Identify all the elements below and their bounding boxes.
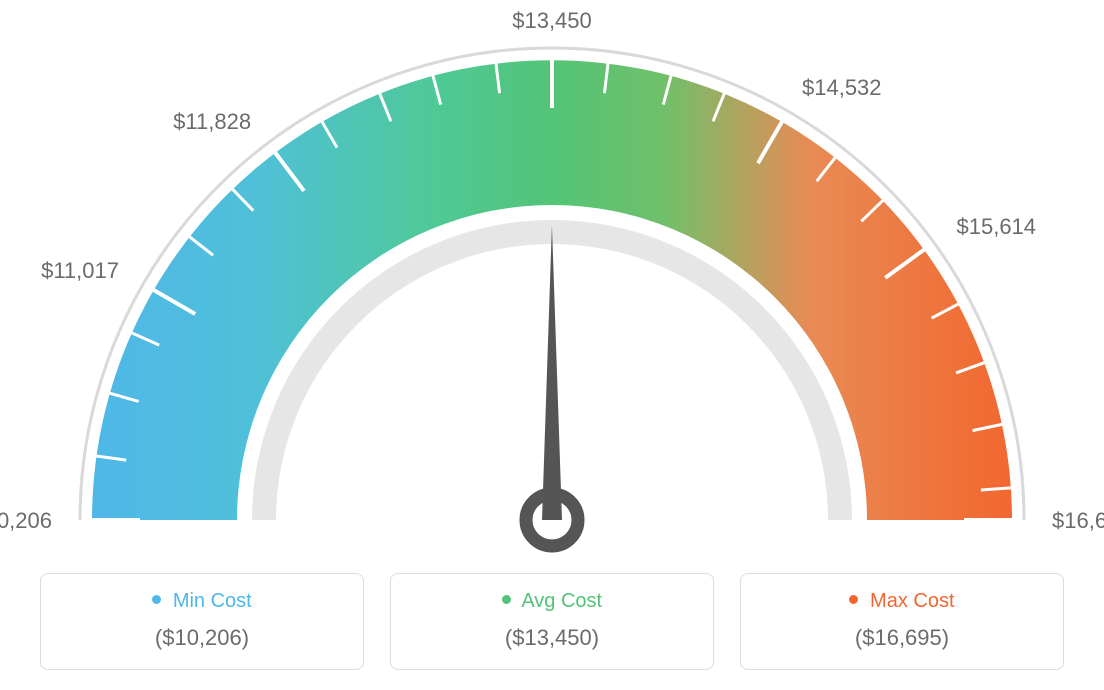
gauge-svg [0, 0, 1104, 560]
gauge-tick-label: $10,206 [0, 508, 52, 534]
min-cost-label: Min Cost [173, 590, 252, 612]
max-cost-title: Max Cost [741, 590, 1063, 613]
min-cost-value: ($10,206) [41, 625, 363, 651]
min-cost-card: Min Cost ($10,206) [40, 573, 364, 670]
avg-cost-title: Avg Cost [391, 590, 713, 613]
gauge-tick-label: $14,532 [802, 75, 882, 101]
avg-cost-label: Avg Cost [521, 590, 602, 612]
avg-dot-icon [502, 595, 511, 604]
gauge-tick-label: $11,017 [29, 258, 119, 284]
avg-cost-value: ($13,450) [391, 625, 713, 651]
max-cost-label: Max Cost [870, 590, 954, 612]
min-cost-title: Min Cost [41, 590, 363, 613]
summary-cards: Min Cost ($10,206) Avg Cost ($13,450) Ma… [40, 573, 1064, 670]
gauge-tick-label: $16,695 [1052, 508, 1104, 534]
max-cost-card: Max Cost ($16,695) [740, 573, 1064, 670]
max-dot-icon [849, 595, 858, 604]
gauge-chart: $10,206 $11,017 $11,828 $13,450 $14,532 $15,6… [0, 0, 1104, 560]
gauge-tick-label: $11,828 [161, 109, 251, 135]
gauge-tick-label: $13,450 [507, 8, 597, 34]
cost-gauge-widget: $10,206 $11,017 $11,828 $13,450 $14,532 $15,6… [0, 0, 1104, 690]
gauge-tick-label: $15,614 [957, 214, 1037, 240]
avg-cost-card: Avg Cost ($13,450) [390, 573, 714, 670]
max-cost-value: ($16,695) [741, 625, 1063, 651]
min-dot-icon [152, 595, 161, 604]
